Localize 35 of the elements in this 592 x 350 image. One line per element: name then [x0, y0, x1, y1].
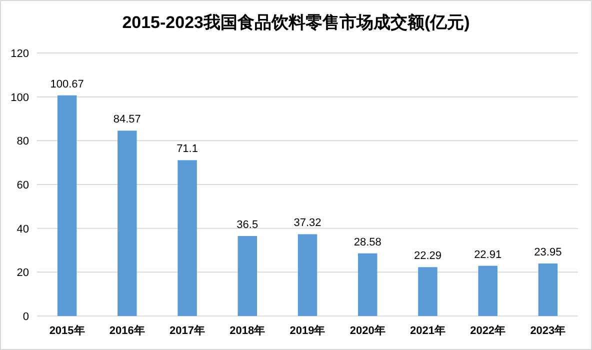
bar [178, 160, 197, 316]
bar [418, 267, 438, 316]
y-tick-label: 80 [16, 136, 29, 148]
x-tick-label: 2021年 [410, 324, 446, 337]
x-tick-label: 2022年 [470, 324, 506, 337]
y-tick-label: 0 [22, 311, 29, 323]
data-label: 28.58 [354, 236, 382, 248]
data-label: 100.67 [50, 78, 84, 90]
data-label: 84.57 [113, 114, 141, 126]
y-tick-label: 100 [10, 92, 29, 104]
bar [358, 253, 378, 316]
y-tick-label: 60 [16, 180, 29, 192]
x-tick-label: 2018年 [230, 324, 266, 337]
x-tick-label: 2016年 [109, 324, 145, 337]
data-label: 22.29 [414, 250, 442, 262]
y-tick-label: 40 [16, 223, 29, 236]
bar [538, 264, 558, 316]
chart-title: 2015-2023我国食品饮料零售市场成交额(亿元) [122, 13, 470, 32]
x-tick-label: 2020年 [350, 324, 386, 337]
bar [118, 130, 137, 316]
data-label: 37.32 [294, 217, 322, 230]
y-tick-label: 20 [16, 267, 29, 280]
data-label: 71.1 [176, 143, 198, 156]
bar [298, 234, 318, 316]
bar [478, 266, 498, 316]
bar [238, 236, 258, 316]
data-label: 23.95 [534, 246, 562, 259]
data-label: 36.5 [236, 219, 258, 232]
x-tick-label: 2023年 [530, 324, 566, 337]
bar [57, 95, 77, 316]
y-tick-label: 120 [10, 48, 29, 60]
x-tick-label: 2015年 [49, 324, 85, 337]
x-tick-label: 2017年 [170, 324, 206, 337]
x-tick-label: 2019年 [290, 324, 326, 337]
data-label: 22.91 [474, 248, 502, 261]
